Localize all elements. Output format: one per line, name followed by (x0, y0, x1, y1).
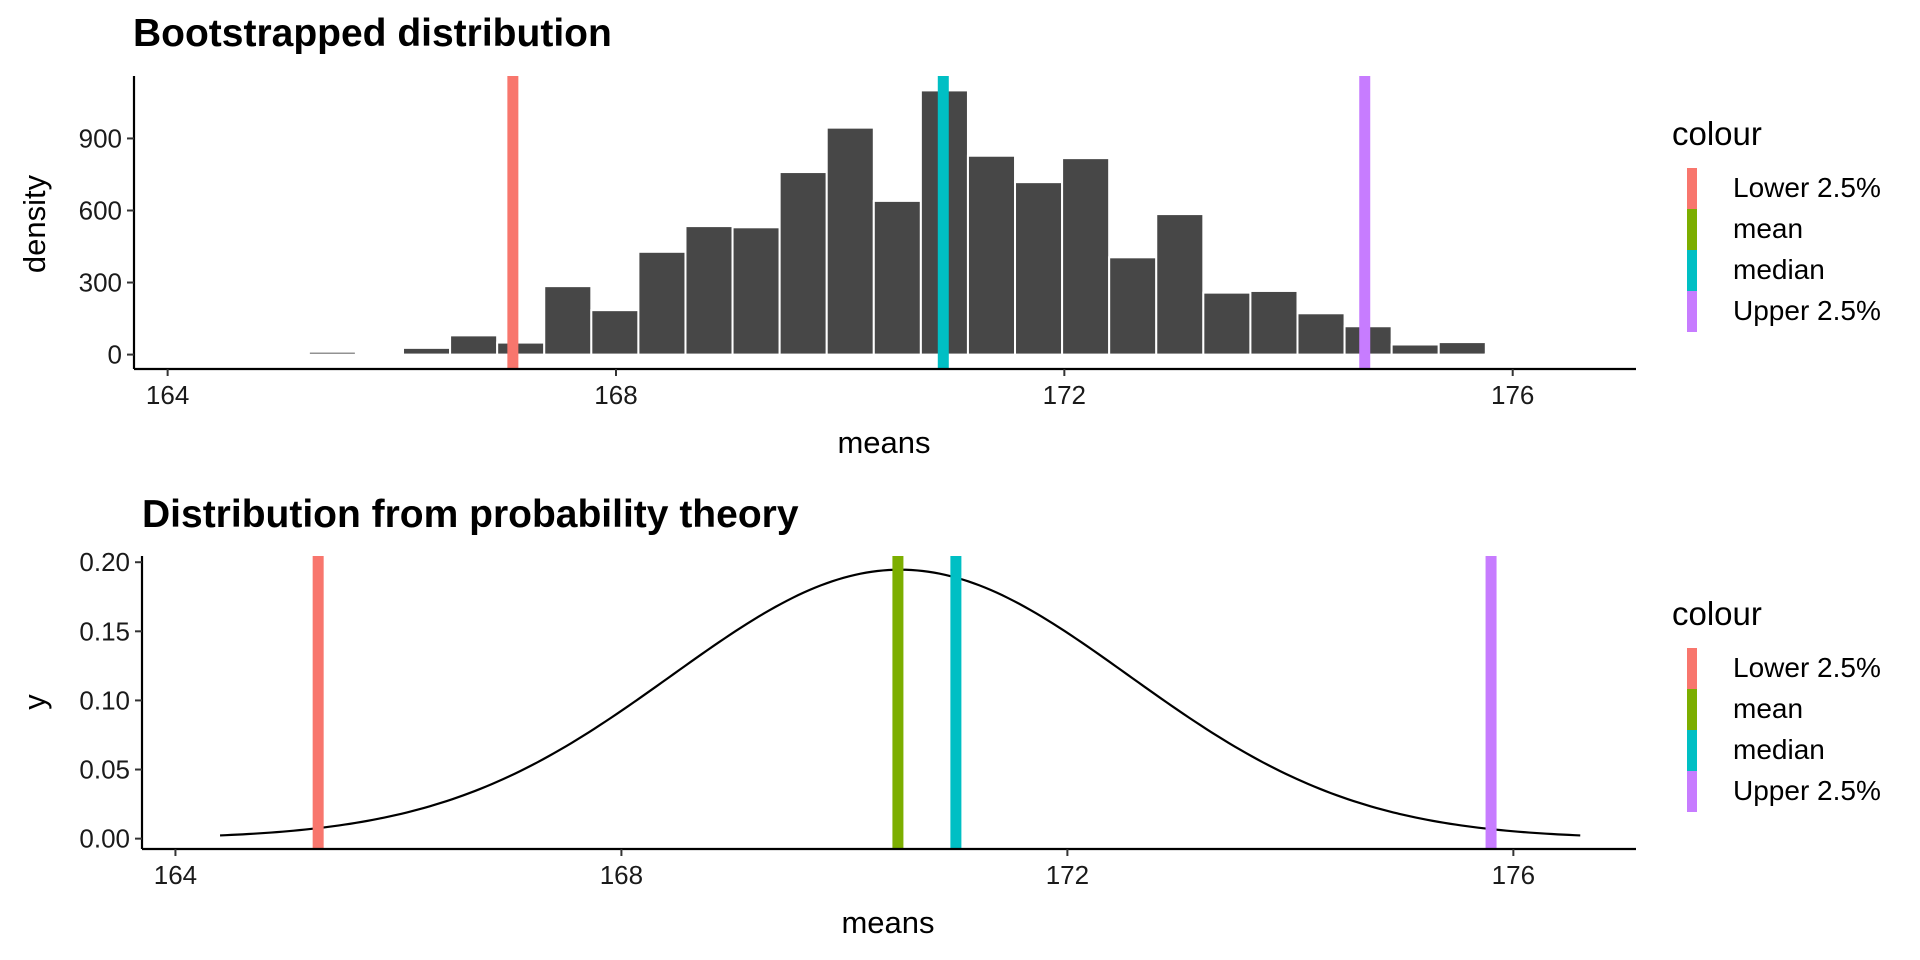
histogram-bar (543, 285, 593, 356)
histogram-bar (590, 309, 640, 356)
histogram-bar (1437, 341, 1487, 356)
histogram-bar (307, 350, 357, 356)
x-tick-label: 164 (146, 380, 189, 410)
x-tick-label: 172 (1043, 380, 1086, 410)
histogram-bar (260, 352, 310, 356)
histogram-bar (872, 199, 922, 356)
histogram-bar (1202, 291, 1252, 356)
x-tick-label: 176 (1492, 860, 1535, 890)
x-tick-label: 176 (1491, 380, 1534, 410)
legend-label: Upper 2.5% (1733, 775, 1881, 806)
bootstrap-panel: Bootstrapped distribution 164 168 172 176 0 3… (17, 12, 1636, 460)
legend-key (1687, 689, 1697, 730)
histogram-bar (354, 352, 405, 356)
histogram-bar (1390, 343, 1440, 356)
histogram-bar (1249, 289, 1299, 356)
y-tick-label: 600 (79, 195, 122, 225)
histogram-bar (684, 225, 734, 356)
legend-key (1687, 771, 1697, 812)
y-tick-label: 300 (79, 268, 122, 298)
histogram-bar (1296, 312, 1346, 356)
histogram-bar (496, 341, 546, 356)
y-axis-label: density (17, 174, 52, 273)
y-tick-label: 0.20 (79, 547, 130, 577)
legend-label: median (1733, 254, 1825, 285)
histogram-bar (966, 154, 1017, 356)
x-tick-label: 164 (154, 860, 197, 890)
histogram-bar (778, 171, 828, 356)
legend-key (1687, 291, 1697, 332)
legend-title: colour (1672, 595, 1762, 632)
legend-key (1687, 209, 1697, 250)
histogram-bar (1108, 256, 1158, 356)
histogram-bar (731, 226, 781, 356)
legend: colour Lower 2.5% mean median Upper 2.5% (1672, 595, 1881, 812)
histogram-bar (825, 126, 875, 356)
legend-label: Upper 2.5% (1733, 295, 1881, 326)
histogram-bar (1484, 352, 1534, 356)
panel-title: Distribution from probability theory (142, 493, 799, 536)
legend-key (1687, 730, 1697, 771)
y-axis-label: y (17, 694, 52, 710)
panel-title: Bootstrapped distribution (133, 12, 612, 55)
legend-label: median (1733, 734, 1825, 765)
y-tick-label: 0 (108, 340, 122, 370)
legend-key (1687, 250, 1697, 291)
theory-panel: Distribution from probability theory 164… (17, 493, 1636, 940)
y-tick-label: 900 (79, 123, 122, 153)
y-tick-label: 0.00 (79, 824, 130, 854)
x-axis-label: means (841, 905, 934, 940)
x-tick-label: 168 (600, 860, 643, 890)
histogram-bar (213, 352, 263, 356)
legend-key (1687, 168, 1697, 209)
legend-title: colour (1672, 115, 1762, 152)
histogram-bar (637, 250, 687, 356)
histogram-bar (449, 334, 499, 356)
legend-label: mean (1733, 213, 1803, 244)
histogram-bar (402, 346, 452, 356)
histogram-bar (1014, 181, 1064, 356)
y-tick-label: 0.15 (79, 616, 130, 646)
x-tick-label: 172 (1046, 860, 1089, 890)
x-axis-label: means (837, 425, 930, 460)
histogram-bar (1155, 213, 1205, 356)
y-tick-label: 0.05 (79, 755, 130, 785)
histogram-bar (1061, 157, 1111, 356)
histogram-bar (1531, 352, 1581, 356)
legend-label: Lower 2.5% (1733, 172, 1881, 203)
legend-key (1687, 648, 1697, 689)
plot-area: 164 168 172 176 0.00 0.05 0.10 0.15 0.20 (79, 547, 1636, 890)
legend: colour Lower 2.5% mean median Upper 2.5% (1672, 115, 1881, 332)
plot-area: 164 168 172 176 0 300 600 900 (79, 76, 1636, 410)
y-tick-label: 0.10 (79, 685, 130, 715)
legend-label: mean (1733, 693, 1803, 724)
x-tick-label: 168 (594, 380, 637, 410)
legend-label: Lower 2.5% (1733, 652, 1881, 683)
